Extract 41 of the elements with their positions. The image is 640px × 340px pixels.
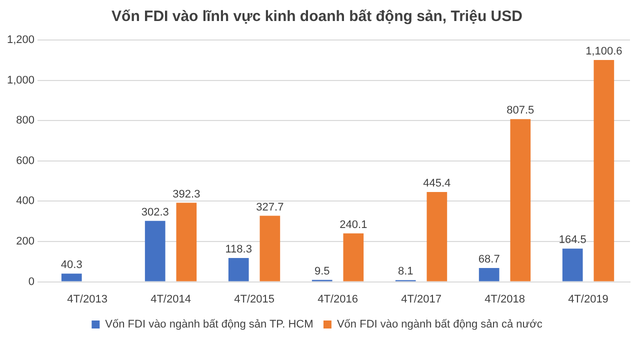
data-label: 9.5 xyxy=(314,265,330,278)
data-label: 392.3 xyxy=(172,188,200,200)
legend-label: Vốn FDI vào ngành bất động sản cả nước xyxy=(336,318,543,331)
data-label: 240.1 xyxy=(340,218,368,231)
bar xyxy=(260,216,280,282)
x-tick-label: 4T/2015 xyxy=(234,293,274,306)
data-label: 807.5 xyxy=(506,104,534,117)
x-tick-label: 4T/2018 xyxy=(484,293,525,306)
y-tick-label: 800 xyxy=(16,114,35,127)
bar xyxy=(562,248,583,282)
data-label: 68.7 xyxy=(478,253,500,266)
data-label: 327.7 xyxy=(256,201,284,214)
x-tick-label: 4T/2016 xyxy=(318,293,358,306)
bar xyxy=(510,119,531,282)
data-label: 40.3 xyxy=(60,259,82,272)
y-tick-label: 200 xyxy=(16,236,35,248)
bar xyxy=(478,268,500,282)
data-label: 445.4 xyxy=(423,178,451,190)
x-tick-label: 4T/2019 xyxy=(568,293,608,306)
x-tick-label: 4T/2014 xyxy=(150,293,191,306)
bar xyxy=(343,233,364,282)
y-tick-label: 600 xyxy=(16,154,35,167)
bar xyxy=(426,192,448,282)
data-label: 302.3 xyxy=(141,206,169,218)
x-tick-label: 4T/2013 xyxy=(67,293,108,306)
data-label: 118.3 xyxy=(225,243,252,256)
x-tick-label: 4T/2017 xyxy=(401,293,442,306)
bar xyxy=(144,220,166,282)
bar xyxy=(594,60,614,282)
data-label: 164.5 xyxy=(558,234,586,246)
data-label: 8.1 xyxy=(398,266,414,278)
bar xyxy=(61,274,82,282)
legend-label: Vốn FDI vào ngành bất động sản TP. HCM xyxy=(105,318,314,331)
y-tick-label: 1,000 xyxy=(6,74,35,86)
bar xyxy=(176,202,197,282)
bar xyxy=(228,258,249,282)
y-tick-label: 1,200 xyxy=(6,34,35,46)
y-tick-label: 0 xyxy=(28,276,35,288)
data-label: 1,100.6 xyxy=(586,46,622,58)
y-tick-label: 400 xyxy=(16,195,35,208)
chart-title: Vốn FDI vào lĩnh vực kinh doanh bất động sản, Triệu USD xyxy=(112,8,523,26)
